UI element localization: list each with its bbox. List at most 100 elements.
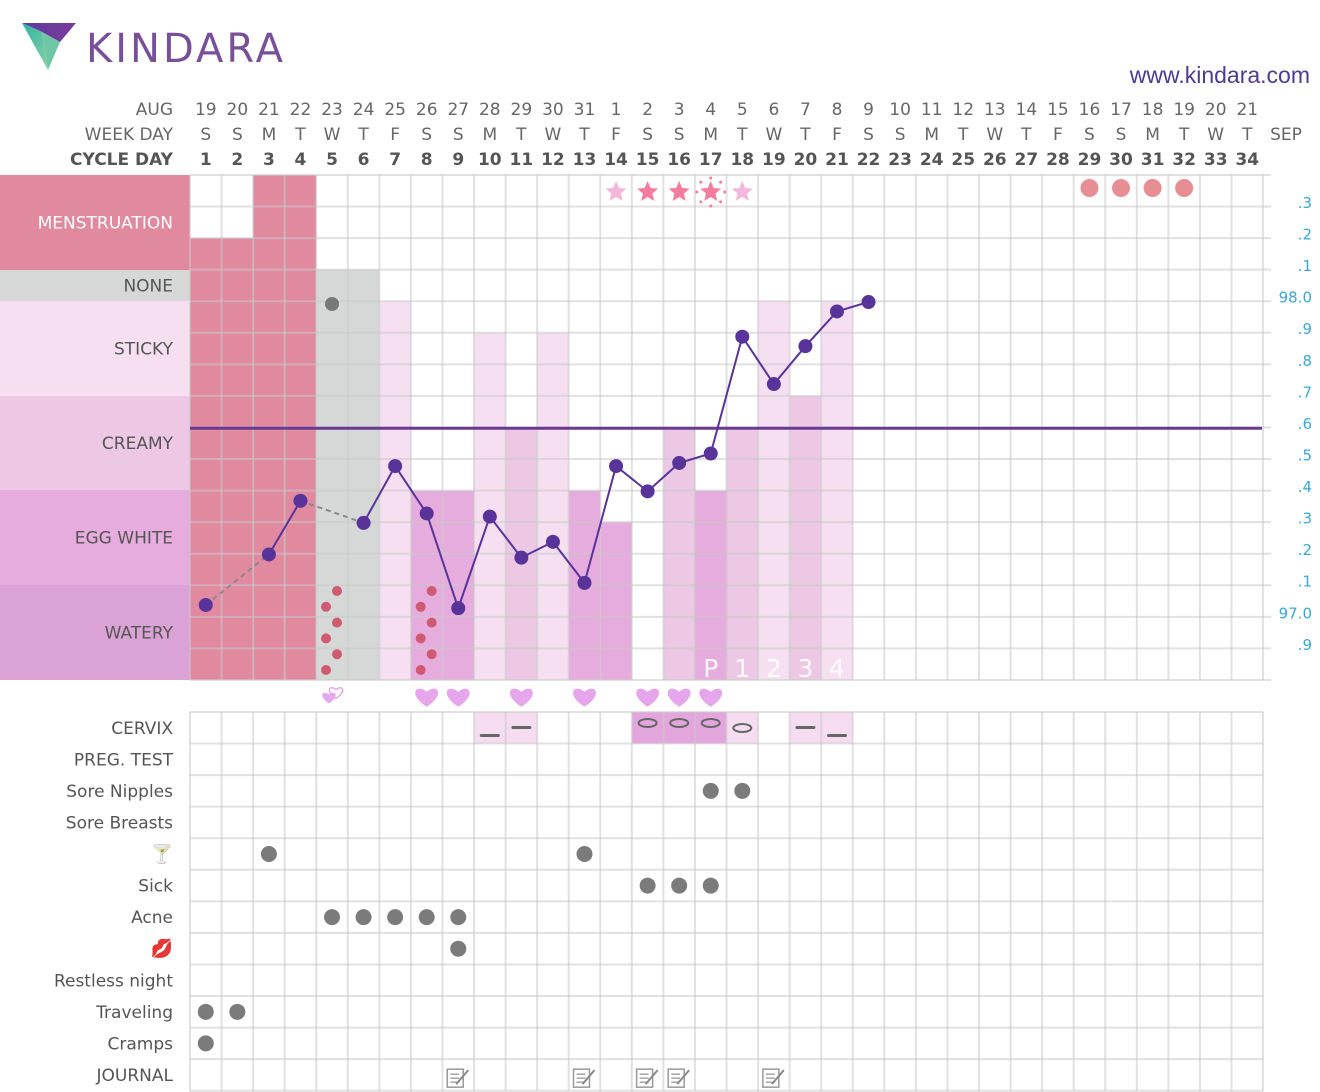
fluid-none-marker [325, 297, 340, 311]
cycle-day: 14 [604, 150, 628, 170]
weekday: T [1241, 125, 1253, 145]
cycle-day: 8 [421, 150, 433, 170]
intercourse-heart-icon[interactable] [573, 688, 596, 707]
temperature-point[interactable] [735, 329, 750, 344]
cervical-fluid-bar-sticky[interactable] [537, 332, 569, 680]
temperature-point[interactable] [703, 446, 718, 461]
temperature-point[interactable] [829, 304, 844, 319]
temp-axis-label: .2 [1298, 226, 1312, 244]
intercourse-heart-icon[interactable] [322, 692, 336, 704]
cervix-low-icon [479, 734, 500, 737]
weekday: T [1178, 125, 1190, 145]
intercourse-heart-icon[interactable] [328, 686, 344, 700]
temperature-point[interactable] [798, 339, 813, 354]
intercourse-heart-icon[interactable] [636, 688, 660, 707]
fluid-label-none: NONE [123, 277, 173, 297]
symptom-dot[interactable] [324, 909, 341, 926]
journal-note-icon[interactable] [762, 1068, 785, 1088]
symptom-dot[interactable] [387, 909, 404, 926]
weekday: S [421, 125, 432, 145]
cycle-day: 33 [1204, 150, 1228, 170]
burst-dot [699, 200, 703, 204]
symptom-dot[interactable] [418, 909, 435, 926]
temperature-point[interactable] [388, 459, 403, 474]
date-label: 15 [1047, 100, 1069, 120]
cervical-fluid-bar-none[interactable] [316, 269, 348, 680]
spotting-dot [415, 665, 426, 675]
temperature-point[interactable] [198, 597, 213, 612]
spotting-dot [332, 586, 343, 596]
cervix-cell[interactable] [474, 712, 506, 744]
date-label: 18 [1142, 100, 1164, 120]
cervical-fluid-bar-none[interactable] [347, 269, 380, 680]
temperature-point[interactable] [356, 515, 371, 530]
intercourse-heart-icon[interactable] [699, 688, 723, 707]
symptom-dot[interactable] [229, 1003, 246, 1020]
journal-note-icon[interactable] [446, 1068, 470, 1088]
temperature-point[interactable] [514, 550, 529, 565]
date-label: 28 [479, 100, 501, 120]
intercourse-heart-icon[interactable] [415, 688, 439, 707]
intercourse-heart-icon[interactable] [446, 688, 470, 707]
weekday: F [1053, 125, 1063, 145]
fluid-label-bg-creamy [0, 396, 190, 490]
note-pencil [455, 1069, 470, 1085]
predicted-period-icon [1143, 179, 1162, 197]
cycle-day: 16 [667, 150, 691, 170]
temperature-point[interactable] [609, 459, 624, 474]
weekday: S [1116, 125, 1127, 145]
temperature-point[interactable] [672, 455, 687, 470]
cervical-fluid-bar-sticky[interactable] [474, 332, 506, 680]
symptom-dot[interactable] [355, 909, 372, 926]
symptom-dot[interactable] [702, 877, 719, 894]
temperature-point[interactable] [261, 547, 276, 562]
symptom-dot[interactable] [734, 782, 751, 799]
temperature-segment [741, 336, 775, 385]
date-label: 20 [227, 100, 249, 120]
temperature-point[interactable] [545, 534, 560, 549]
journal-note-icon[interactable] [635, 1068, 659, 1088]
cycle-day: 7 [389, 150, 401, 170]
temperature-point[interactable] [482, 509, 497, 524]
weekday: S [232, 125, 243, 145]
symptom-label-sick: Sick [138, 877, 173, 897]
symptom-dot[interactable] [576, 846, 593, 863]
journal-note-icon[interactable] [667, 1068, 690, 1088]
temperature-point[interactable] [861, 295, 876, 309]
temperature-point[interactable] [293, 493, 308, 508]
intercourse-heart-icon[interactable] [509, 688, 533, 707]
kindara-logo-icon [22, 23, 76, 70]
temperature-segment [773, 345, 807, 385]
symptom-dot[interactable] [639, 877, 656, 894]
cycle-day: 2 [231, 150, 243, 170]
spotting-dot [415, 633, 426, 644]
symptom-dot[interactable] [197, 1035, 214, 1052]
date-label: 25 [384, 100, 406, 120]
cervix-low-icon [826, 734, 847, 737]
symptom-dot[interactable] [450, 940, 467, 957]
date-label: 13 [984, 100, 1006, 120]
symptom-dot[interactable] [450, 909, 467, 926]
cervical-fluid-bar-egg_white[interactable] [600, 522, 632, 680]
temperature-point[interactable] [419, 506, 434, 521]
temperature-segment [425, 513, 460, 609]
temperature-point[interactable] [640, 484, 655, 499]
weekday: W [545, 125, 562, 145]
symptom-label-sore-breasts: Sore Breasts [66, 813, 173, 833]
temperature-point[interactable] [577, 575, 592, 590]
cycle-day: 18 [730, 150, 754, 170]
temperature-point[interactable] [766, 377, 781, 392]
date-label: 11 [921, 100, 943, 120]
symptom-dot[interactable] [671, 877, 688, 894]
website-link[interactable]: www.kindara.com [1129, 62, 1310, 88]
date-label: 17 [1110, 100, 1132, 120]
temperature-point[interactable] [451, 601, 466, 616]
journal-note-icon[interactable] [572, 1068, 596, 1088]
symptom-dot[interactable] [260, 846, 277, 863]
symptom-dot[interactable] [702, 782, 719, 799]
cervix-cell[interactable] [726, 712, 759, 744]
cervical-fluid-bar-creamy[interactable] [789, 395, 822, 680]
cervix-cell[interactable] [821, 712, 853, 744]
intercourse-heart-icon[interactable] [667, 688, 691, 707]
symptom-dot[interactable] [197, 1003, 214, 1020]
